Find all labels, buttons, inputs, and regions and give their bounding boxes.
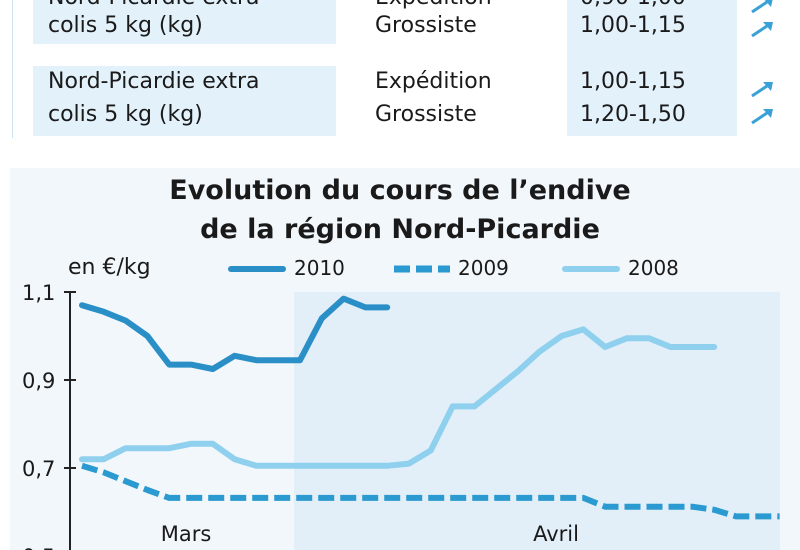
- legend-label-2010: 2010: [294, 256, 345, 280]
- row1-stage-1: Expédition: [375, 0, 492, 13]
- legend-item-2010: 2010: [228, 254, 358, 282]
- arrow-up-right-icon: [751, 0, 773, 14]
- arrow-up-right-icon: [751, 82, 773, 98]
- price-table: Nord-Picardie extra colis 5 kg (kg) Expé…: [12, 0, 800, 138]
- legend-item-2009: 2009: [392, 254, 522, 282]
- legend-swatch-2010: [228, 266, 286, 272]
- y-tick-label: 0,7: [22, 457, 55, 481]
- x-group-label: Mars: [161, 522, 212, 546]
- row1-price-2: 1,00-1,15: [580, 13, 686, 38]
- legend-label-2009: 2009: [458, 256, 509, 280]
- product-cell-bg: [33, 66, 336, 136]
- arrow-up-right-icon: [751, 22, 773, 38]
- chart-title-line2: de la région Nord-Picardie: [200, 214, 600, 245]
- price-cell-bg: [567, 0, 737, 44]
- legend-swatch-2008: [562, 266, 620, 272]
- legend-item-2008: 2008: [562, 254, 692, 282]
- plot-band-shaded: [500, 292, 780, 550]
- plot-band-shaded: [294, 292, 500, 550]
- x-group-label: Avril: [533, 522, 579, 546]
- row2-product-line2: colis 5 kg (kg): [48, 102, 203, 127]
- row2-price-1: 1,00-1,15: [580, 69, 686, 94]
- chart-title-line1: Evolution du cours de l’endive: [169, 175, 631, 206]
- price-cell-bg: [567, 44, 737, 136]
- y-tick-label: 0,9: [22, 369, 55, 393]
- plot-band-light: [70, 292, 294, 550]
- row1-stage-2: Grossiste: [375, 13, 477, 38]
- series-line-2008: [79, 326, 718, 469]
- row1-product-line1: Nord-Picardie extra: [48, 0, 260, 13]
- legend-swatch-2009: [394, 265, 450, 273]
- legend-label-2008: 2008: [628, 256, 679, 280]
- y-axis-unit-label: en €/kg: [68, 255, 151, 280]
- y-tick-label: 0,5: [22, 545, 55, 550]
- y-tick-label: 1,1: [22, 281, 55, 305]
- series-line-2009: [81, 462, 780, 520]
- row2-stage-1: Expédition: [375, 69, 492, 94]
- row1-product-line2: colis 5 kg (kg): [48, 13, 203, 38]
- row2-product-line1: Nord-Picardie extra: [48, 69, 260, 94]
- arrow-up-right-icon: [751, 109, 773, 125]
- series-line-2010: [79, 295, 391, 372]
- product-cell-bg: [33, 0, 336, 44]
- row2-price-2: 1,20-1,50: [580, 102, 686, 127]
- row1-price-1: 0,90-1,00: [580, 0, 686, 13]
- row2-stage-2: Grossiste: [375, 102, 477, 127]
